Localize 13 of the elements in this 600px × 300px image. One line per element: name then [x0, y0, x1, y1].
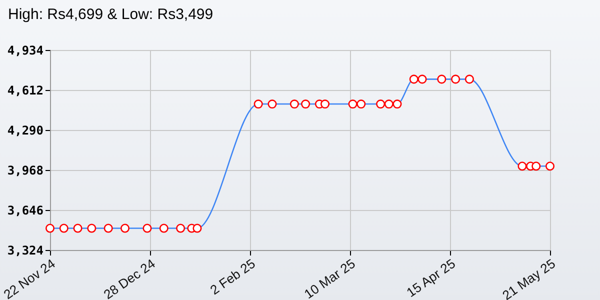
y-tick-label: 3,324 — [7, 244, 44, 258]
y-tick-label: 4,612 — [7, 84, 44, 98]
y-tick-label: 3,646 — [7, 204, 44, 218]
x-tick-label: 28 Dec 24 — [100, 256, 158, 300]
x-tick-label: 10 Mar 25 — [301, 256, 358, 300]
x-tick-label: 21 May 25 — [500, 256, 558, 300]
y-tick-label: 3,968 — [7, 164, 44, 178]
chart-title: High: Rs4,699 & Low: Rs3,499 — [8, 6, 214, 23]
y-tick-label: 4,290 — [7, 124, 44, 138]
x-tick-label: 22 Nov 24 — [0, 256, 58, 300]
y-tick-label: 4,934 — [7, 44, 44, 58]
x-tick-label: 2 Feb 25 — [207, 256, 258, 298]
x-tick-label: 15 Apr 25 — [404, 256, 458, 300]
